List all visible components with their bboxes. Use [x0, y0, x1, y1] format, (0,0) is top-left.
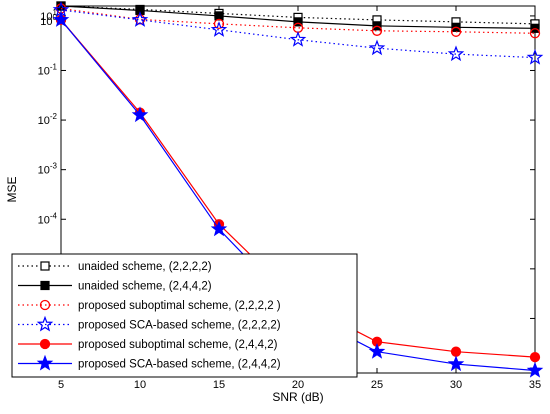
legend-marker-4: [36, 315, 54, 332]
legend-label-3: proposed suboptimal scheme, (2,2,2,2 ): [78, 300, 281, 312]
legend-label-5: proposed suboptimal scheme, (2,4,4,2): [78, 339, 278, 351]
y-tick-label: 10-1: [38, 62, 58, 77]
series-4-point: [131, 11, 149, 27]
legend-marker-6: [36, 354, 54, 371]
legend-marker-1: [40, 261, 50, 271]
y-tick-label: 10-3: [38, 162, 58, 177]
y-tick-label: 101: [40, 8, 57, 23]
y-tick-label: 10-4: [38, 211, 58, 226]
legend-marker-5: [39, 338, 51, 350]
legend-label-1: unaided scheme, (2,2,2,2): [78, 261, 212, 273]
x-tick-label: 10: [134, 379, 146, 391]
series-6-point: [526, 361, 544, 378]
legend-box: [11, 253, 358, 378]
y-tick-label: 10-2: [38, 112, 58, 127]
series-4-point: [368, 39, 386, 56]
legend-label-4: proposed SCA-based scheme, (2,2,2,2): [78, 320, 281, 332]
series-6-point: [210, 220, 228, 237]
series-6-point: [131, 106, 149, 123]
series-4-point: [210, 21, 228, 37]
x-tick-label: 30: [450, 379, 462, 391]
legend-label-6: proposed SCA-based scheme, (2,4,4,2): [78, 359, 281, 371]
series-3-point: [213, 18, 225, 30]
x-axis-label: SNR (dB): [272, 390, 323, 404]
series-2-point: [293, 17, 303, 27]
y-axis-label: MSE: [5, 176, 19, 202]
y-tick-label: 100: [40, 13, 57, 28]
series-6-point: [368, 342, 386, 359]
x-tick-label: 35: [529, 379, 541, 391]
legend-marker-3: [39, 299, 51, 311]
series-6-point: [52, 11, 70, 27]
series-4-point: [289, 31, 307, 47]
x-tick-label: 15: [213, 379, 225, 391]
legend-label-2: unaided scheme, (2,4,4,2): [78, 281, 212, 293]
x-tick-label: 5: [58, 379, 64, 391]
series-line-4: [61, 9, 535, 59]
series-3-point: [450, 26, 462, 37]
series-3-point: [529, 28, 541, 39]
series-5-point: [450, 346, 462, 357]
series-5-point: [529, 351, 541, 363]
series-4-point: [447, 45, 465, 62]
series-line-3: [61, 7, 535, 34]
series-4-point: [526, 48, 544, 65]
x-tick-label: 25: [371, 379, 383, 391]
series-3-point: [371, 25, 383, 36]
legend-marker-2: [40, 280, 50, 291]
series-6-point: [447, 355, 465, 372]
x-tick-label: 20: [292, 379, 304, 391]
